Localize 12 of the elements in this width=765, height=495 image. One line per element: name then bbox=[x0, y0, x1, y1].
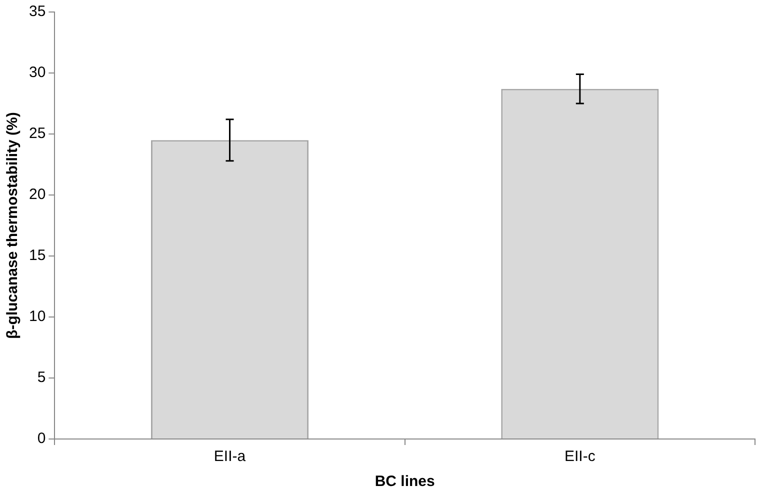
y-tick-label: 0 bbox=[37, 430, 46, 448]
x-axis-title: BC lines bbox=[374, 473, 435, 490]
y-tick-label: 15 bbox=[28, 247, 46, 264]
y-tick-label: 35 bbox=[28, 3, 46, 20]
y-tick-label: 10 bbox=[28, 308, 46, 326]
y-tick-label: 30 bbox=[28, 64, 46, 82]
y-tick-label: 25 bbox=[28, 125, 46, 142]
y-axis-title: β-glucanase thermostability (%) bbox=[4, 112, 22, 339]
y-tick-label: 5 bbox=[37, 369, 46, 386]
x-tick-label: EII-a bbox=[214, 448, 246, 466]
y-tick-label: 20 bbox=[28, 186, 46, 204]
x-tick-label: EII-c bbox=[564, 448, 596, 466]
